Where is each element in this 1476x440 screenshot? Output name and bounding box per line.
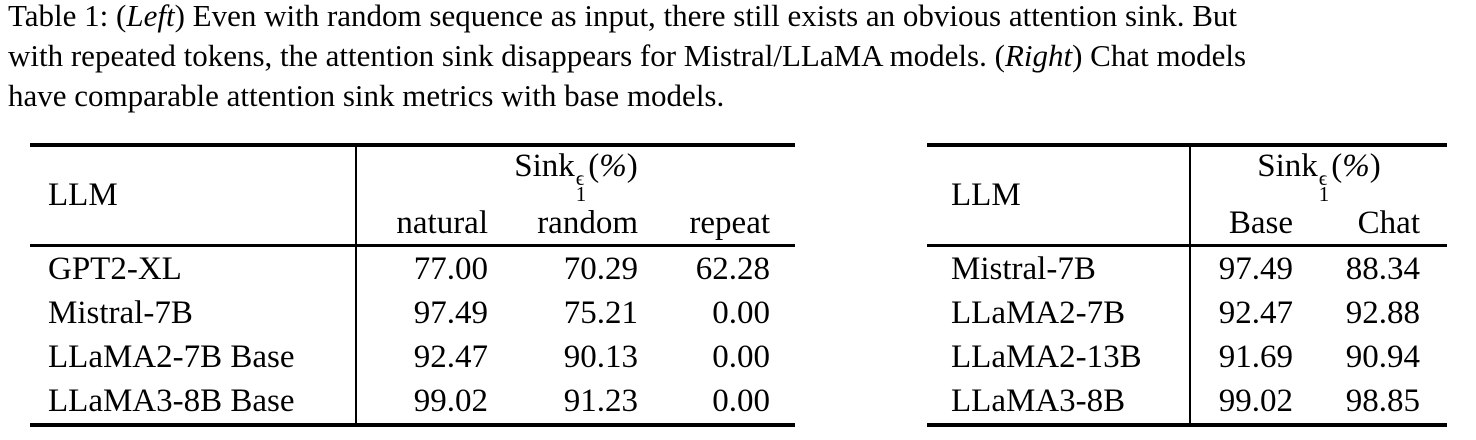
paren-close: ) bbox=[626, 147, 638, 184]
left-table-body: GPT2-XL 77.00 70.29 62.28 Mistral-7B 97.… bbox=[30, 245, 795, 425]
value-cell-random: 91.23 bbox=[563, 382, 638, 419]
caption-line-1: Table 1: (Left) Even with random sequenc… bbox=[8, 0, 1246, 36]
subheader-natural: natural bbox=[356, 202, 488, 247]
subheader-random: random bbox=[488, 202, 638, 247]
right-results-table: LLM Sink ϵ 1 (%) Base Chat Mistral-7B 97.49… bbox=[927, 143, 1447, 427]
caption-text: with repeated tokens, the attention sink… bbox=[8, 38, 1005, 73]
llm-name-cell: Mistral-7B bbox=[30, 291, 357, 335]
paren-close: ) bbox=[1369, 147, 1381, 184]
header-row-metric: LLM Sink ϵ 1 (%) bbox=[30, 145, 795, 247]
percent-sign: % bbox=[1342, 147, 1370, 184]
sink-metric-header: Sink ϵ 1 (%) bbox=[1190, 145, 1447, 205]
table-row: LLaMA3-8B 99.02 98.85 bbox=[927, 379, 1447, 425]
header-row-conditions: natural random repeat bbox=[30, 202, 796, 247]
llm-column-header: LLM bbox=[30, 145, 357, 247]
caption-text: ) Even with random sequence as input, th… bbox=[174, 0, 1238, 33]
table-row: Mistral-7B 97.49 88.34 bbox=[927, 245, 1447, 291]
value-cell-chat: 88.34 bbox=[1345, 250, 1420, 287]
value-cell-natural: 92.47 bbox=[413, 338, 488, 375]
left-table-header: LLM Sink ϵ 1 (%) natural random repeat bbox=[30, 145, 796, 247]
value-cell-natural: 77.00 bbox=[413, 250, 488, 287]
paren-open: ( bbox=[1331, 147, 1343, 184]
value-cell-base: 97.49 bbox=[1218, 250, 1293, 287]
caption-line-2: with repeated tokens, the attention sink… bbox=[8, 36, 1246, 76]
value-cell-chat: 90.94 bbox=[1345, 338, 1420, 375]
value-cell-random: 75.21 bbox=[563, 294, 638, 331]
value-cell-repeat: 0.00 bbox=[712, 294, 771, 331]
caption-text: Table 1: ( bbox=[8, 0, 127, 33]
header-row-metric: LLM Sink ϵ 1 (%) bbox=[927, 145, 1447, 247]
value-cell-natural: 99.02 bbox=[413, 382, 488, 419]
right-table-body: Mistral-7B 97.49 88.34 LLaMA2-7B 92.47 9… bbox=[927, 245, 1447, 425]
left-results-table: LLM Sink ϵ 1 (%) natural random repeat GPT2… bbox=[30, 143, 796, 427]
table-row: LLaMA3-8B Base 99.02 91.23 0.00 bbox=[30, 379, 795, 425]
llm-name-cell: LLaMA2-13B bbox=[927, 335, 1191, 379]
llm-name-cell: Mistral-7B bbox=[927, 245, 1191, 291]
sink-subscript-one: 1 bbox=[575, 181, 587, 206]
right-table-header: LLM Sink ϵ 1 (%) Base Chat bbox=[927, 145, 1447, 247]
sink-metric-label: Sink ϵ 1 (%) bbox=[514, 147, 638, 205]
table-row: GPT2-XL 77.00 70.29 62.28 bbox=[30, 245, 795, 291]
sink-word: Sink bbox=[1257, 147, 1318, 184]
sink-superscript-epsilon: ϵ bbox=[1318, 165, 1328, 190]
sink-subscript-one: 1 bbox=[1318, 181, 1330, 206]
subheader-base: Base bbox=[1190, 202, 1293, 247]
value-cell-repeat: 0.00 bbox=[712, 338, 771, 375]
value-cell-random: 70.29 bbox=[563, 250, 638, 287]
value-cell-chat: 98.85 bbox=[1345, 382, 1420, 419]
value-cell-natural: 97.49 bbox=[413, 294, 488, 331]
subheader-chat: Chat bbox=[1293, 202, 1447, 247]
value-cell-chat: 92.88 bbox=[1345, 294, 1420, 331]
value-cell-base: 92.47 bbox=[1218, 294, 1293, 331]
value-cell-base: 99.02 bbox=[1218, 382, 1293, 419]
header-row-conditions: Base Chat bbox=[927, 202, 1447, 247]
llm-name-cell: GPT2-XL bbox=[30, 245, 357, 291]
percent-sign: % bbox=[599, 147, 627, 184]
sink-word: Sink bbox=[514, 147, 575, 184]
sink-superscript-epsilon: ϵ bbox=[575, 165, 585, 190]
table-row: Mistral-7B 97.49 75.21 0.00 bbox=[30, 291, 795, 335]
caption-left-italic: Left bbox=[126, 0, 175, 33]
table-row: LLaMA2-7B 92.47 92.88 bbox=[927, 291, 1447, 335]
caption-line-3: have comparable attention sink metrics w… bbox=[8, 76, 1246, 116]
sink-metric-label: Sink ϵ 1 (%) bbox=[1257, 147, 1381, 205]
caption-right-italic: Right bbox=[1004, 38, 1073, 73]
table-caption: Table 1: (Left) Even with random sequenc… bbox=[8, 0, 1246, 116]
table-row: LLaMA2-7B Base 92.47 90.13 0.00 bbox=[30, 335, 795, 379]
llm-name-cell: LLaMA2-7B Base bbox=[30, 335, 357, 379]
llm-name-cell: LLaMA2-7B bbox=[927, 291, 1191, 335]
llm-name-cell: LLaMA3-8B bbox=[927, 379, 1191, 425]
subheader-repeat: repeat bbox=[638, 202, 796, 247]
table-row: LLaMA2-13B 91.69 90.94 bbox=[927, 335, 1447, 379]
llm-name-cell: LLaMA3-8B Base bbox=[30, 379, 357, 425]
caption-text: ) Chat models bbox=[1072, 38, 1247, 73]
sink-metric-header: Sink ϵ 1 (%) bbox=[356, 145, 795, 205]
value-cell-random: 90.13 bbox=[563, 338, 638, 375]
paren-open: ( bbox=[588, 147, 600, 184]
llm-column-header: LLM bbox=[927, 145, 1191, 247]
value-cell-repeat: 0.00 bbox=[712, 382, 771, 419]
value-cell-base: 91.69 bbox=[1218, 338, 1293, 375]
caption-text: have comparable attention sink metrics w… bbox=[8, 78, 725, 113]
value-cell-repeat: 62.28 bbox=[695, 250, 771, 287]
